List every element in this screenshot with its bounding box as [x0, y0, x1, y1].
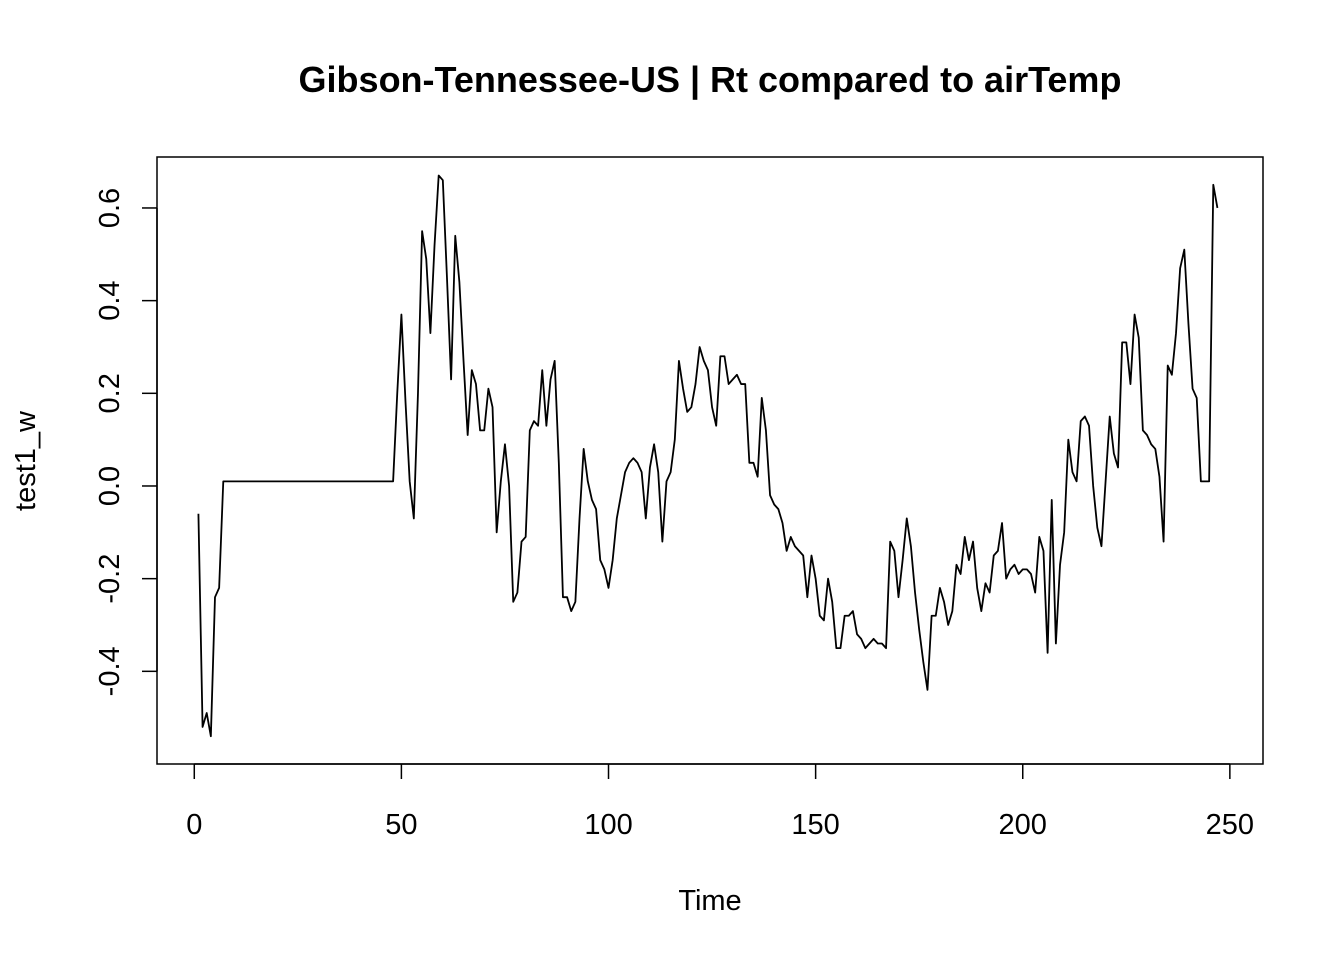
x-tick-label: 100 [584, 809, 632, 841]
y-tick-label: -0.4 [94, 646, 126, 696]
y-axis-label: test1_w [10, 410, 42, 511]
y-tick-label: 0.4 [94, 280, 126, 320]
x-tick-label: 250 [1206, 809, 1254, 841]
x-axis: 0 50 100 150 200 250 [186, 763, 1254, 841]
plot-area-frame [156, 156, 1264, 765]
x-tick-label: 150 [791, 809, 839, 841]
y-tick-label: -0.2 [94, 554, 126, 604]
y-tick-label: 0.0 [94, 466, 126, 506]
x-tick-label: 50 [385, 809, 417, 841]
x-axis-label: Time [678, 885, 741, 917]
y-tick-label: 0.6 [94, 188, 126, 228]
y-tick-label: 0.2 [94, 373, 126, 413]
chart-title: Gibson-Tennessee-US | Rt compared to air… [299, 59, 1122, 101]
x-tick-label: 200 [999, 809, 1047, 841]
series-line [197, 174, 1219, 738]
y-axis: -0.4 -0.2 0.0 0.2 0.4 0.6 [94, 188, 158, 696]
x-tick-label: 0 [186, 809, 202, 841]
